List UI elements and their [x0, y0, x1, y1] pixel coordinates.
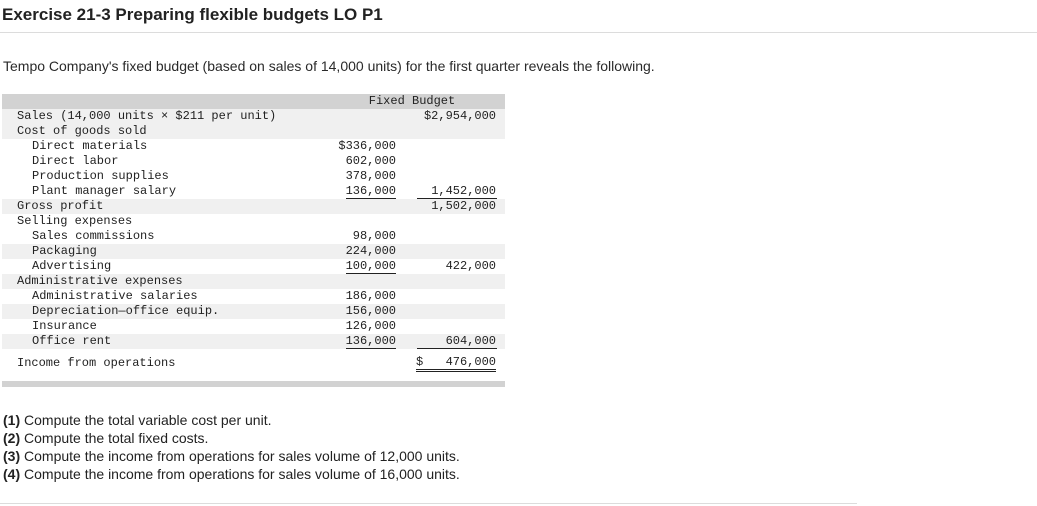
row-label: Office rent [32, 334, 112, 348]
row-total: $2,954,000 [423, 109, 496, 123]
row-total: 1,452,000 [431, 184, 496, 199]
row-amount: 126,000 [345, 319, 396, 333]
row-label: Direct materials [32, 139, 148, 153]
intro-text: Tempo Company's fixed budget (based on s… [3, 58, 655, 74]
table-row: Depreciation—office equip. 156,000 [2, 304, 505, 319]
table-header-band [2, 94, 505, 109]
row-amount: 136,000 [345, 184, 396, 199]
row-total: 604,000 [445, 334, 496, 349]
question-item: (4) Compute the income from operations f… [3, 465, 460, 483]
question-text: Compute the total fixed costs. [24, 430, 209, 446]
row-label: Gross profit [17, 199, 104, 213]
row-amount: 98,000 [352, 229, 396, 243]
table-band [2, 334, 505, 349]
subtotal-rule [417, 348, 497, 349]
bottom-divider [0, 503, 857, 504]
table-row-gross-profit: Gross profit 1,502,000 [2, 199, 505, 214]
row-label: Income from operations [17, 356, 176, 370]
question-number: (4) [3, 466, 21, 482]
question-item: (3) Compute the income from operations f… [3, 447, 460, 465]
row-amount: 156,000 [345, 304, 396, 318]
row-label: Direct labor [32, 154, 119, 168]
row-label: Production supplies [32, 169, 169, 183]
row-total: $ 476,000 0 [416, 356, 496, 372]
question-item: (1) Compute the total variable cost per … [3, 411, 460, 429]
table-row: Packaging 224,000 [2, 244, 505, 259]
table-footer-band [2, 381, 505, 387]
table-row: Plant manager salary 136,000 1,452,000 [2, 184, 505, 199]
question-text: Compute the total variable cost per unit… [24, 412, 272, 428]
row-amount: $336,000 [338, 139, 396, 153]
row-amount: 186,000 [345, 289, 396, 303]
question-number: (3) [3, 448, 21, 464]
question-item: (2) Compute the total fixed costs. [3, 429, 460, 447]
column-header-fixed-budget: Fixed Budget [368, 94, 456, 108]
exercise-title: Exercise 21-3 Preparing flexible budgets… [2, 5, 383, 24]
row-label: Administrative salaries [32, 289, 198, 303]
table-row: Direct materials $336,000 [2, 139, 505, 154]
table-row: Administrative salaries 186,000 [2, 289, 505, 304]
table-band [2, 244, 505, 259]
row-amount: 224,000 [345, 244, 396, 258]
table-row-selling-heading: Selling expenses [2, 214, 505, 229]
row-label: Sales (14,000 units × $211 per unit) [17, 109, 277, 123]
table-row: Direct labor 602,000 [2, 154, 505, 169]
row-total: 1,502,000 [431, 199, 496, 213]
question-number: (1) [3, 412, 21, 428]
table-band [2, 304, 505, 319]
table-row-cogs-heading: Cost of goods sold [2, 124, 505, 139]
table-row: Insurance 126,000 [2, 319, 505, 334]
row-label: Administrative expenses [17, 274, 183, 288]
table-row-income: Income from operations $ 476,000 0 [2, 356, 505, 372]
subtotal-rule [417, 198, 497, 199]
fixed-budget-table: Fixed Budget Sales (14,000 units × $211 … [2, 94, 505, 387]
question-text: Compute the income from operations for s… [24, 466, 460, 482]
table-row-sales: Sales (14,000 units × $211 per unit) $2,… [2, 109, 505, 124]
row-amount: 602,000 [345, 154, 396, 168]
dollar-sign: $ [416, 355, 424, 369]
row-label: Advertising [32, 259, 112, 273]
table-band [2, 199, 505, 214]
table-row-admin-heading: Administrative expenses [2, 274, 505, 289]
row-amount: 378,000 [345, 169, 396, 183]
table-row: Advertising 100,000 422,000 [2, 259, 505, 274]
row-label: Selling expenses [17, 214, 133, 228]
row-label: Sales commissions [32, 229, 155, 243]
row-label: Insurance [32, 319, 97, 333]
table-row: Sales commissions 98,000 [2, 229, 505, 244]
row-label: Cost of goods sold [17, 124, 147, 138]
row-label: Packaging [32, 244, 97, 258]
title-divider [0, 32, 1037, 33]
row-label: Depreciation—office equip. [32, 304, 220, 318]
question-list: (1) Compute the total variable cost per … [3, 411, 460, 483]
row-total: 422,000 [445, 259, 496, 273]
row-amount: 100,000 [345, 259, 396, 274]
table-band [2, 274, 505, 289]
question-number: (2) [3, 430, 21, 446]
row-label: Plant manager salary [32, 184, 177, 198]
income-amount: 476,000 [445, 355, 496, 369]
table-row: Production supplies 378,000 [2, 169, 505, 184]
question-text: Compute the income from operations for s… [24, 448, 460, 464]
table-band [2, 109, 505, 139]
table-row: Office rent 136,000 604,000 [2, 334, 505, 349]
row-amount: 136,000 [345, 334, 396, 349]
